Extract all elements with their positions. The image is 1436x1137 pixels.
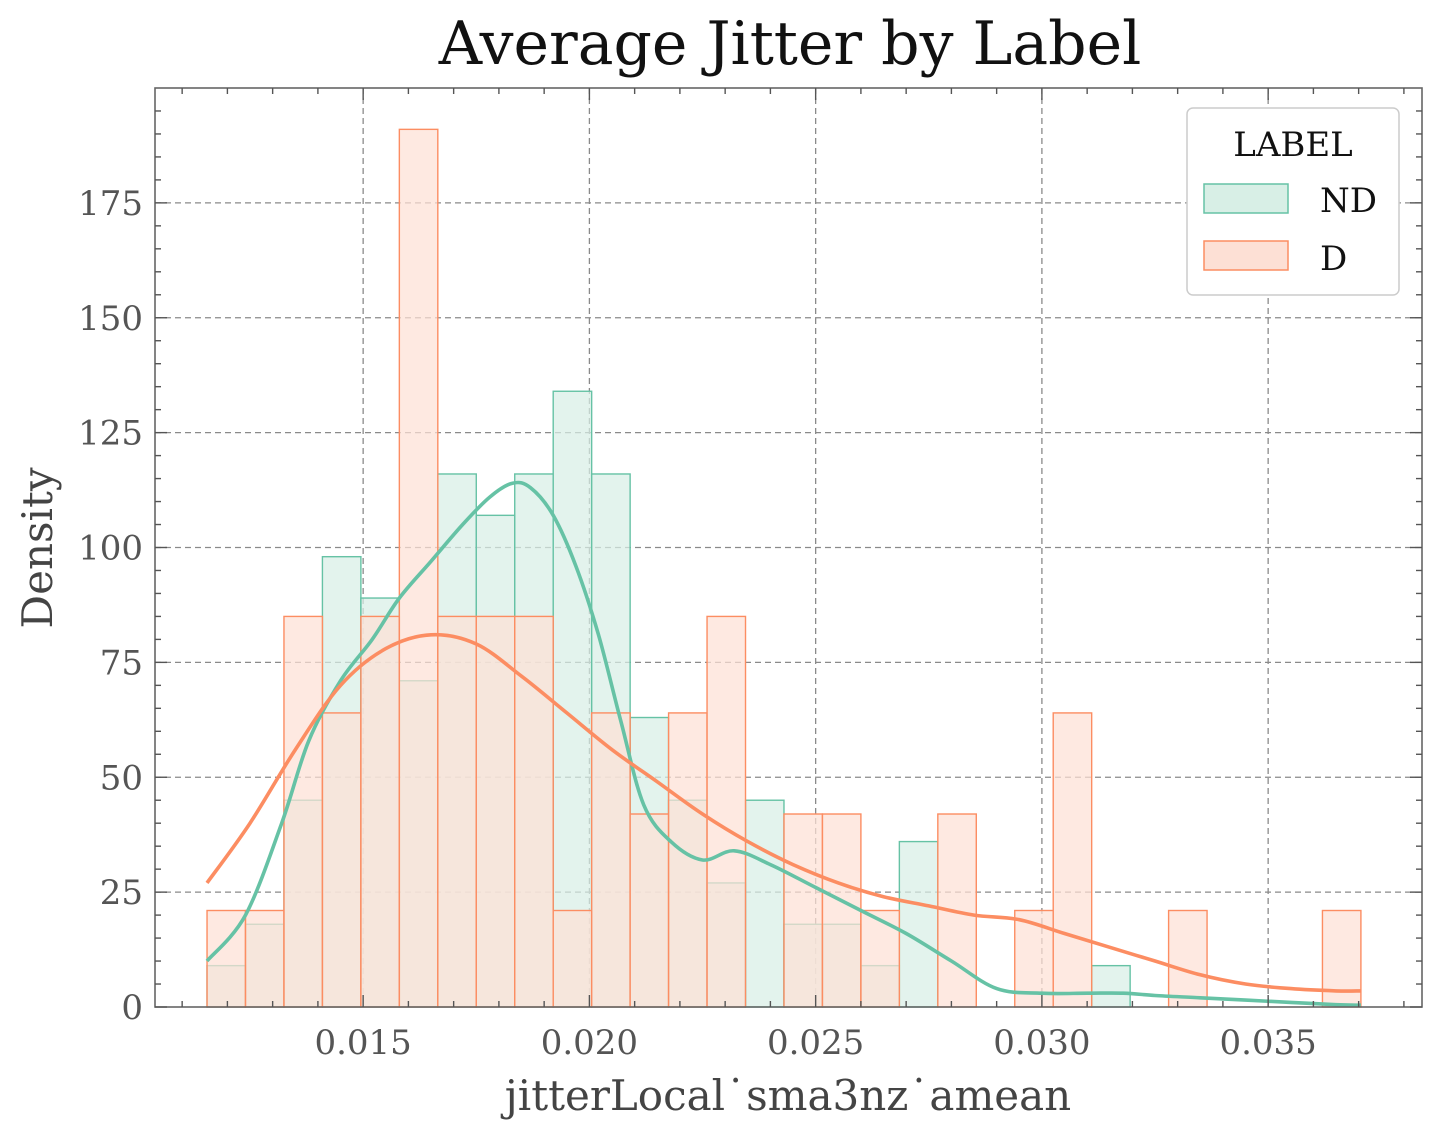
legend-swatch-nd [1203, 183, 1289, 214]
x-tick-label-0: 0.015 [314, 1023, 411, 1063]
bar-d-4 [360, 615, 401, 1008]
bar-nd-23 [1090, 964, 1131, 1008]
x-tick-labels: 0.015 0.020 0.025 0.030 0.035 [314, 1023, 1316, 1063]
kde-curves [205, 480, 1361, 1007]
bar-d-22 [1052, 712, 1093, 1008]
y-tick-label-4: 100 [78, 529, 143, 569]
x-tick-label-2: 0.025 [767, 1023, 864, 1063]
axis-ticks [155, 88, 1422, 1008]
bar-d-9 [552, 909, 593, 1008]
bar-d-8 [514, 615, 554, 1008]
y-tick-label-7: 175 [78, 184, 143, 224]
bar-d-11 [629, 813, 670, 1008]
chart-title: Average Jitter by Label [438, 9, 1142, 79]
bar-nd-18 [898, 840, 939, 1008]
kde-line-d [205, 632, 1361, 993]
x-axis-label: jitterLocal˙sma3nz˙amean [500, 1071, 1071, 1120]
bar-d-2 [283, 615, 324, 1008]
bar-d-3 [321, 712, 362, 1008]
x-tick-label-1: 0.020 [541, 1023, 638, 1063]
y-tick-label-2: 50 [100, 758, 143, 798]
bar-d-5 [398, 128, 439, 1008]
bar-d-10 [590, 712, 631, 1008]
bars-d [206, 128, 1362, 1008]
y-tick-labels: 0 25 50 75 100 125 150 175 [78, 184, 143, 1028]
bar-d-7 [475, 615, 516, 1008]
kde-line-nd [205, 480, 1361, 1007]
bar-nd-14 [744, 799, 785, 1008]
y-tick-label-0: 0 [121, 988, 143, 1028]
x-tick-label-4: 0.035 [1219, 1023, 1316, 1063]
legend-swatch-d [1203, 240, 1289, 271]
y-tick-label-1: 25 [100, 873, 143, 913]
bar-nd-9 [552, 390, 593, 1008]
legend-label-nd: ND [1320, 181, 1377, 221]
bar-d-15 [783, 813, 824, 1008]
bar-d-13 [706, 615, 747, 1008]
y-tick-label-3: 75 [100, 643, 143, 683]
legend-title: LABEL [1233, 125, 1353, 165]
legend: LABEL ND D [1186, 107, 1400, 296]
bar-d-6 [437, 615, 477, 1008]
y-axis-label: Density [13, 467, 62, 628]
bar-d-25 [1167, 909, 1208, 1008]
histogram-bars [206, 128, 1362, 1008]
y-tick-label-5: 125 [78, 414, 143, 454]
y-tick-label-6: 150 [78, 299, 143, 339]
bar-d-1 [244, 909, 285, 1008]
x-tick-label-3: 0.030 [993, 1023, 1090, 1063]
bar-d-16 [821, 813, 862, 1008]
legend-label-d: D [1320, 239, 1347, 279]
